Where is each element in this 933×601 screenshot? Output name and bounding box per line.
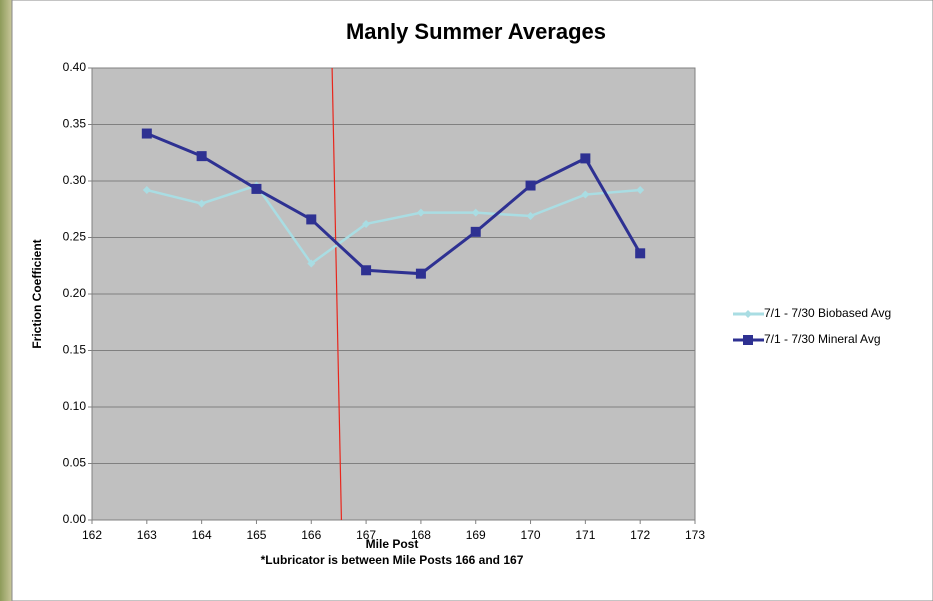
point <box>471 208 480 217</box>
y-tick-label: 0.35 <box>63 117 87 131</box>
x-tick-label: 168 <box>411 528 431 542</box>
point <box>142 186 151 195</box>
series-line <box>146 132 642 276</box>
y-tick-label: 0.40 <box>63 60 87 74</box>
lubricator-line <box>331 67 343 521</box>
x-tick-label: 170 <box>521 528 541 542</box>
x-tick-label: 173 <box>685 528 705 542</box>
note: *Lubricator is between Mile Posts 166 an… <box>261 553 524 567</box>
point <box>525 180 536 191</box>
x-tick-label: 167 <box>356 528 376 542</box>
point <box>416 208 425 217</box>
x-tick-label: 165 <box>246 528 266 542</box>
point <box>197 199 206 208</box>
point <box>306 214 317 225</box>
chart-title: Manly Summer Averages <box>346 19 606 44</box>
point <box>196 151 207 162</box>
x-tick-label: 172 <box>630 528 650 542</box>
x-tick-label: 166 <box>301 528 321 542</box>
point <box>636 186 645 195</box>
x-tick-label: 171 <box>575 528 595 542</box>
x-tick-label: 162 <box>82 528 102 542</box>
series-line <box>146 184 641 266</box>
y-axis-label: Friction Coefficient <box>30 239 44 348</box>
point <box>361 265 372 276</box>
point <box>141 128 152 139</box>
point <box>635 248 646 259</box>
point <box>251 183 262 194</box>
y-tick-label: 0.25 <box>63 230 87 244</box>
y-tick-label: 0.05 <box>63 456 87 470</box>
x-tick-label: 169 <box>466 528 486 542</box>
legend-label: 7/1 - 7/30 Biobased Avg <box>764 306 891 320</box>
y-tick-label: 0.15 <box>63 343 87 357</box>
y-tick-label: 0.20 <box>63 286 87 300</box>
x-axis-label: Mile Post <box>366 537 419 551</box>
point <box>526 212 535 221</box>
point <box>415 268 426 279</box>
point <box>362 219 371 228</box>
background-edge <box>0 0 12 601</box>
point <box>581 190 590 199</box>
x-tick-label: 163 <box>137 528 157 542</box>
y-tick-label: 0.00 <box>63 512 87 526</box>
point <box>470 226 481 237</box>
x-tick-label: 164 <box>192 528 212 542</box>
point <box>580 153 591 164</box>
y-tick-label: 0.10 <box>63 399 87 413</box>
y-tick-label: 0.30 <box>63 173 87 187</box>
legend-label: 7/1 - 7/30 Mineral Avg <box>764 332 881 346</box>
legend-marker <box>744 310 752 318</box>
point <box>307 259 316 268</box>
legend-marker <box>743 335 753 345</box>
